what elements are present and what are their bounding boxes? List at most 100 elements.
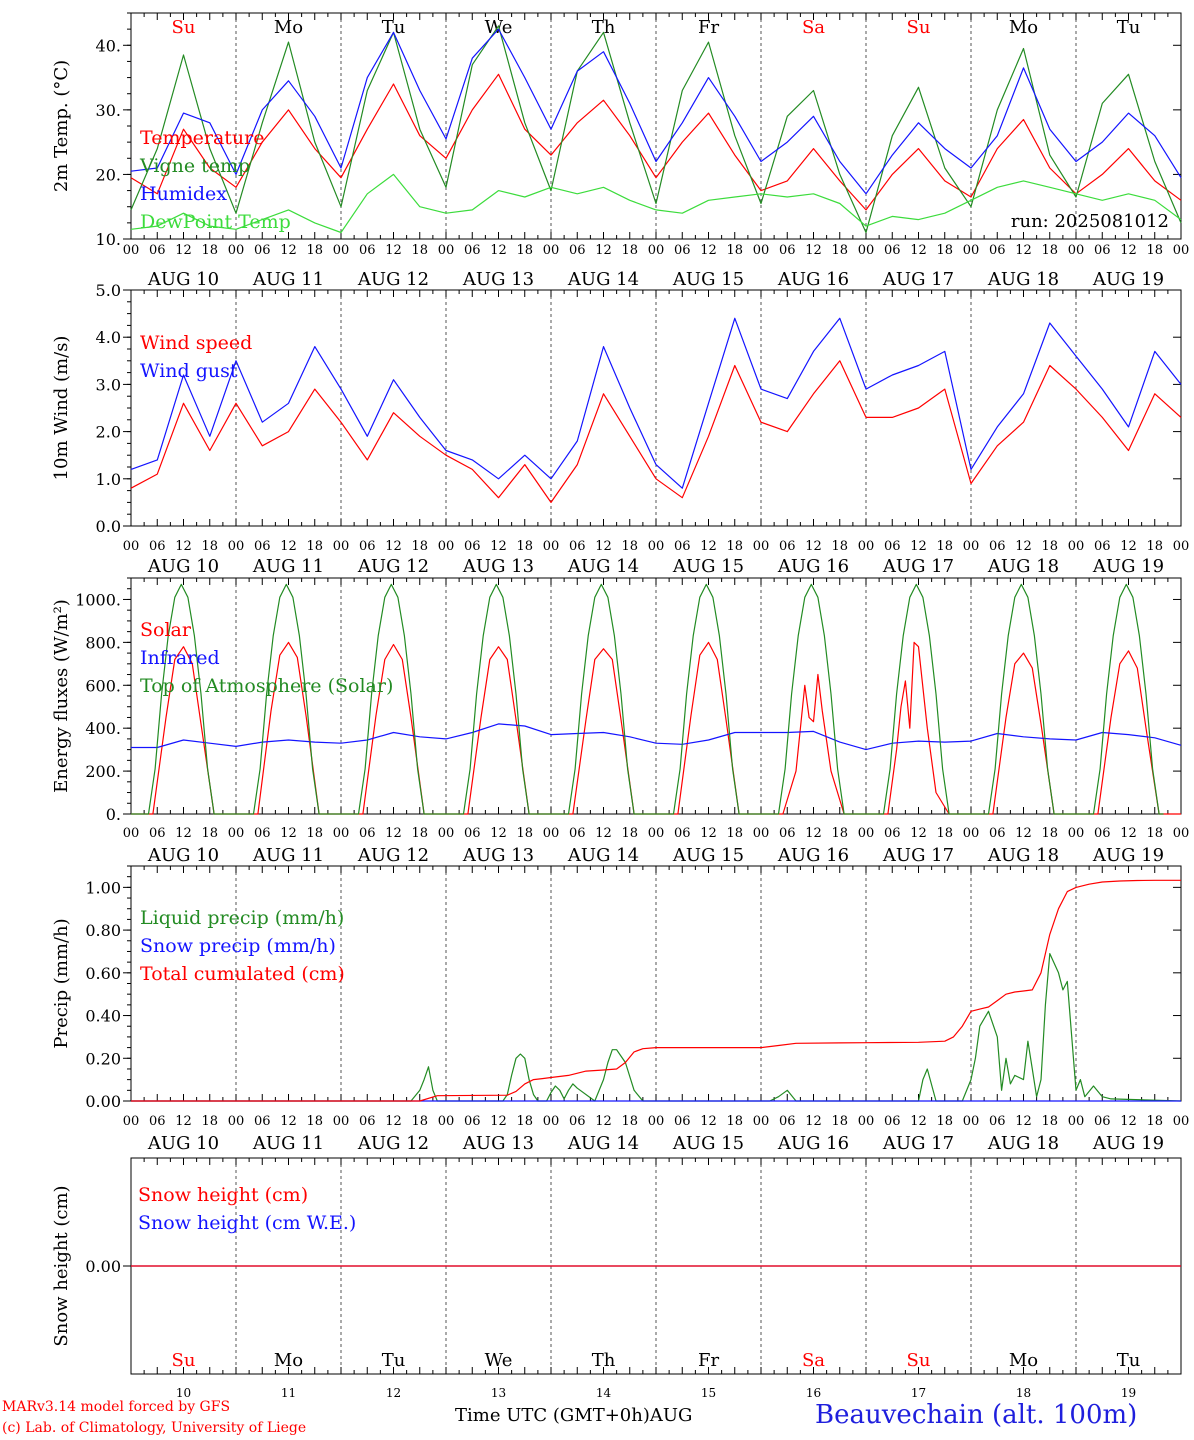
y-tick-label: 400. bbox=[85, 719, 121, 738]
x-tick-label: 18 bbox=[726, 539, 743, 554]
x-tick-label: 12 bbox=[490, 243, 507, 258]
date-label: AUG 18 bbox=[987, 556, 1059, 577]
legend-entry: Humidex bbox=[140, 183, 227, 205]
legend-entry: Liquid precip (mm/h) bbox=[140, 907, 344, 929]
x-tick-label: 00 bbox=[648, 243, 665, 258]
x-tick-label: 06 bbox=[989, 1114, 1006, 1129]
date-label: AUG 16 bbox=[777, 1133, 849, 1154]
x-tick-label: 18 bbox=[831, 1114, 848, 1129]
x-tick-label: 00 bbox=[228, 243, 245, 258]
date-label: AUG 16 bbox=[777, 269, 849, 290]
y-tick-label: 0.20 bbox=[85, 1049, 121, 1068]
date-label: AUG 14 bbox=[567, 845, 639, 866]
x-tick-label: 12 bbox=[175, 826, 192, 841]
x-tick-label: 18 bbox=[1041, 539, 1058, 554]
x-tick-label: 18 bbox=[1041, 243, 1058, 258]
y-tick-label: 0.80 bbox=[85, 921, 121, 940]
y-tick-label: 3.0 bbox=[96, 375, 121, 394]
x-tick-label: 12 bbox=[490, 826, 507, 841]
x-tick-label: 00 bbox=[858, 243, 875, 258]
legend-entry: Snow precip (mm/h) bbox=[140, 935, 336, 957]
x-tick-label: 06 bbox=[254, 539, 271, 554]
weekday-label: We bbox=[485, 1350, 513, 1371]
weekday-label: Sa bbox=[802, 1350, 825, 1371]
legend-entry: Wind speed bbox=[140, 332, 252, 354]
y-axis-label: Precip (mm/h) bbox=[51, 918, 72, 1048]
x-tick-label: 18 bbox=[831, 826, 848, 841]
station-title: Beauvechain (alt. 100m) bbox=[815, 1400, 1138, 1430]
x-tick-label: 00 bbox=[438, 1114, 455, 1129]
x-tick-label: 12 bbox=[1015, 539, 1032, 554]
x-tick-label: 06 bbox=[149, 243, 166, 258]
x-tick-label: 12 bbox=[280, 1114, 297, 1129]
x-tick-label: 06 bbox=[254, 1114, 271, 1129]
date-label: AUG 10 bbox=[147, 269, 219, 290]
weekday-label: Th bbox=[592, 17, 616, 38]
weekday-label: Mo bbox=[1009, 1350, 1038, 1371]
x-tick-label: 12 bbox=[1120, 1114, 1137, 1129]
x-tick-label: 00 bbox=[123, 539, 140, 554]
legend-entry: DewPoint Temp bbox=[140, 211, 291, 233]
x-tick-label: 00 bbox=[753, 1114, 770, 1129]
x-tick-label: 12 bbox=[280, 826, 297, 841]
date-label: AUG 17 bbox=[882, 556, 954, 577]
x-tick-label: 06 bbox=[1094, 1114, 1111, 1129]
x-tick-label: 12 bbox=[910, 539, 927, 554]
x-tick-label: 18 bbox=[201, 243, 218, 258]
x-tick-label: 06 bbox=[464, 539, 481, 554]
x-tick-label: 06 bbox=[569, 1114, 586, 1129]
x-tick-label: 00 bbox=[1068, 1114, 1085, 1129]
x-tick-label: 18 bbox=[831, 539, 848, 554]
x-tick-label: 00 bbox=[543, 1114, 560, 1129]
x-tick-label: 12 bbox=[1120, 826, 1137, 841]
x-tick-label: 18 bbox=[1146, 826, 1163, 841]
wind-panel: 0.0 1.0 2.0 3.0 4.0 5.0 10m Wind (m/s) 00 06 12 18… bbox=[51, 281, 1189, 577]
x-tick-label: 12 bbox=[1120, 539, 1137, 554]
x-tick-label: 06 bbox=[779, 826, 796, 841]
x-tick-label: 06 bbox=[359, 243, 376, 258]
x-tick-label: 06 bbox=[884, 243, 901, 258]
x-tick-label: 06 bbox=[674, 243, 691, 258]
day-number-label: 17 bbox=[911, 1386, 926, 1400]
x-tick-label: 18 bbox=[1146, 243, 1163, 258]
x-tick-label: 12 bbox=[595, 243, 612, 258]
y-tick-label: 5.0 bbox=[96, 281, 121, 300]
weekday-label: Su bbox=[907, 1350, 931, 1371]
legend-entry: Snow height (cm W.E.) bbox=[138, 1212, 356, 1234]
x-tick-label: 18 bbox=[201, 826, 218, 841]
weekday-label: Mo bbox=[1009, 17, 1038, 38]
y-tick-label: 0.60 bbox=[85, 964, 121, 983]
date-label: AUG 11 bbox=[252, 556, 324, 577]
x-tick-label: 12 bbox=[385, 243, 402, 258]
x-tick-label: 06 bbox=[464, 1114, 481, 1129]
series-line-wind-gust bbox=[130, 317, 1182, 489]
x-tick-label: 12 bbox=[175, 539, 192, 554]
y-tick-label: 0.40 bbox=[85, 1007, 121, 1026]
x-tick-label: 18 bbox=[411, 1114, 428, 1129]
day-number-label: 19 bbox=[1121, 1386, 1136, 1400]
x-tick-label: 12 bbox=[700, 243, 717, 258]
y-tick-label: 1000. bbox=[75, 590, 121, 609]
day-number-label: 18 bbox=[1016, 1386, 1031, 1400]
y-tick-label: 20. bbox=[96, 165, 121, 184]
legend-entry: Wind gust bbox=[140, 360, 238, 382]
x-tick-label: 06 bbox=[779, 243, 796, 258]
x-tick-label: 06 bbox=[779, 1114, 796, 1129]
x-tick-label: 00 bbox=[438, 243, 455, 258]
x-tick-label: 06 bbox=[464, 243, 481, 258]
weekday-label: Tu bbox=[382, 1350, 406, 1371]
date-label: AUG 10 bbox=[147, 556, 219, 577]
series-line-infrared bbox=[131, 723, 1182, 751]
x-tick-label: 00 bbox=[963, 539, 980, 554]
x-tick-label: 06 bbox=[989, 539, 1006, 554]
date-label: AUG 13 bbox=[462, 269, 534, 290]
y-tick-label: 4.0 bbox=[96, 328, 121, 347]
x-tick-label: 12 bbox=[700, 826, 717, 841]
x-tick-label: 18 bbox=[936, 243, 953, 258]
date-label: AUG 13 bbox=[462, 845, 534, 866]
x-tick-label: 00 bbox=[333, 826, 350, 841]
x-tick-label: 12 bbox=[280, 539, 297, 554]
date-label: AUG 13 bbox=[462, 556, 534, 577]
y-tick-label: 0.00 bbox=[85, 1257, 121, 1276]
y-tick-label: 200. bbox=[85, 762, 121, 781]
